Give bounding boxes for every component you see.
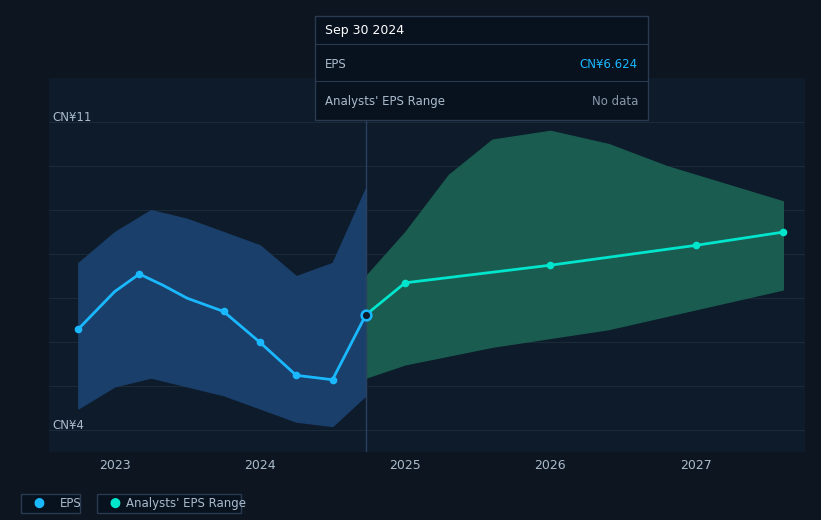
Text: ⬤: ⬤ [109, 498, 121, 509]
Text: No data: No data [592, 95, 638, 108]
Text: Analysts Forecasts: Analysts Forecasts [378, 93, 481, 103]
Text: CN¥4: CN¥4 [53, 420, 84, 433]
Text: CN¥11: CN¥11 [53, 111, 91, 124]
Text: Sep 30 2024: Sep 30 2024 [325, 23, 404, 36]
Text: ⬤: ⬤ [33, 498, 44, 509]
Text: Actual: Actual [325, 93, 360, 103]
Text: Analysts' EPS Range: Analysts' EPS Range [126, 497, 245, 510]
Text: EPS: EPS [325, 58, 346, 71]
Text: Analysts' EPS Range: Analysts' EPS Range [325, 95, 445, 108]
Text: EPS: EPS [60, 497, 81, 510]
Text: CN¥6.624: CN¥6.624 [580, 58, 638, 71]
